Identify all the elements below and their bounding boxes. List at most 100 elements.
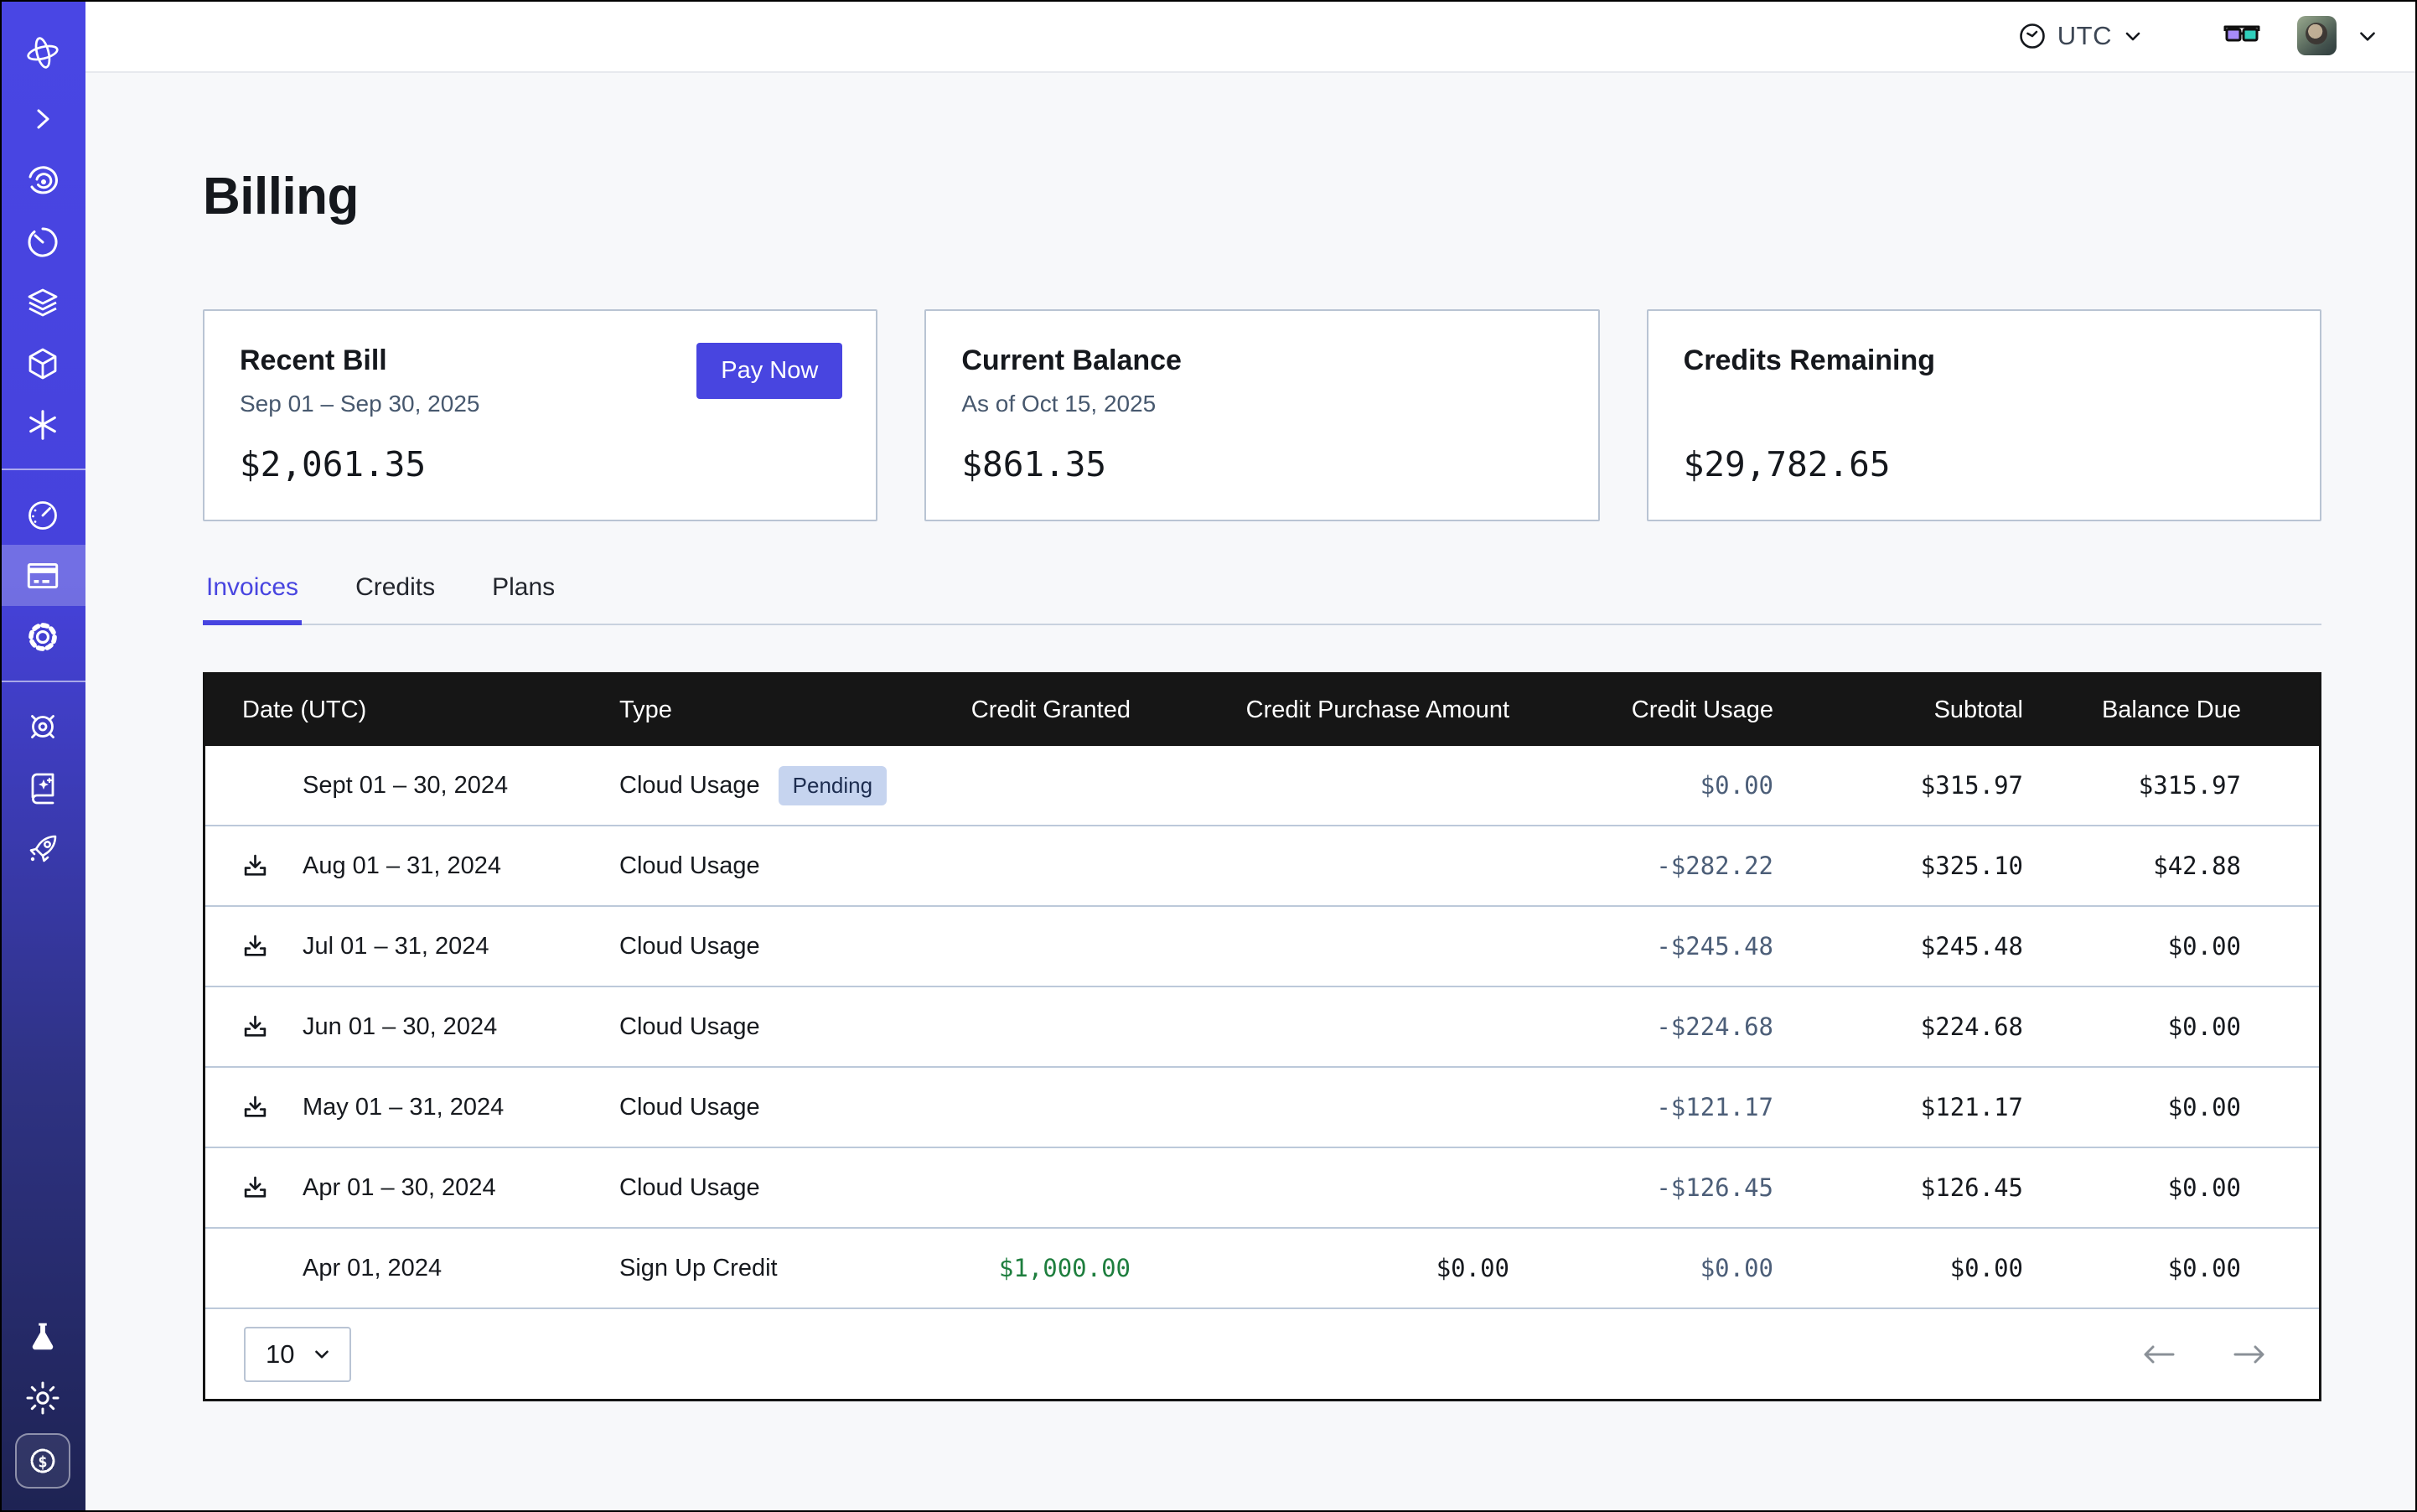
invoice-date-cell: Aug 01 – 31, 2024 <box>242 852 619 880</box>
spiral-eye-icon <box>28 165 58 194</box>
billing-card-icon <box>27 562 59 588</box>
invoice-date-cell: Jun 01 – 30, 2024 <box>242 1013 619 1041</box>
gauge-icon <box>28 500 57 530</box>
invoice-type: Cloud Usage <box>619 852 760 879</box>
pay-now-button[interactable]: Pay Now <box>696 343 843 399</box>
invoice-type: Cloud Usage <box>619 932 760 960</box>
col-type: Type <box>619 696 672 723</box>
user-menu[interactable] <box>2297 16 2378 55</box>
balance-due-value: $0.00 <box>2167 1254 2241 1282</box>
sidebar: $ <box>0 0 85 1512</box>
subtotal-value: $245.48 <box>1920 932 2023 961</box>
recent-bill-card: Recent Bill Sep 01 – Sep 30, 2025 $2,061… <box>203 309 878 521</box>
page-title: Billing <box>203 168 359 225</box>
invoice-rows: Sept 01 – 30, 2024 Cloud Usage Pending $… <box>205 746 2319 1309</box>
cube-icon <box>28 348 57 379</box>
arrow-left-icon <box>2144 1345 2175 1363</box>
previous-page-button[interactable] <box>2141 1342 2176 1367</box>
invoice-row: Apr 01 – 30, 2024 Cloud Usage -$126.45 $… <box>205 1148 2319 1229</box>
page-size-select[interactable]: 10 <box>244 1326 352 1382</box>
timezone-selector[interactable]: UTC <box>2018 21 2143 51</box>
col-credit-granted: Credit Granted <box>970 696 1131 723</box>
invoice-type-cell: Cloud Usage Pending <box>619 765 931 805</box>
invoice-date-cell: May 01 – 31, 2024 <box>242 1094 619 1121</box>
sidebar-item-namespaces[interactable] <box>0 394 85 455</box>
invoice-date-cell: Sept 01 – 30, 2024 <box>242 772 619 800</box>
asterisk-icon <box>29 409 56 440</box>
3d-glasses-icon <box>2223 25 2260 41</box>
docs-book-icon <box>31 773 54 804</box>
credits-remaining-amount: $29,782.65 <box>1683 444 1891 484</box>
credit-usage-value: $0.00 <box>1700 771 1773 800</box>
tab-credits[interactable]: Credits <box>352 573 438 624</box>
download-invoice-icon[interactable] <box>242 1095 268 1121</box>
sidebar-item-docs[interactable] <box>0 757 85 818</box>
sidebar-item-labs[interactable] <box>0 1306 85 1367</box>
sidebar-item-theme[interactable] <box>0 1367 85 1428</box>
user-avatar <box>2297 16 2337 55</box>
sidebar-item-insights[interactable] <box>0 149 85 210</box>
app-logo[interactable] <box>0 22 85 83</box>
invoice-type: Sign Up Credit <box>619 1254 778 1282</box>
download-slot <box>242 1175 303 1201</box>
gear-icon <box>28 622 57 651</box>
tab-plans[interactable]: Plans <box>489 573 558 624</box>
arrow-right-icon <box>2233 1345 2264 1363</box>
invoice-date: Aug 01 – 31, 2024 <box>303 852 502 879</box>
subtotal-value: $315.97 <box>1920 771 2023 800</box>
recent-bill-amount: $2,061.35 <box>240 444 427 484</box>
next-page-button[interactable] <box>2232 1342 2267 1367</box>
table-footer: 10 <box>205 1309 2319 1399</box>
right-pane: UTC Billing <box>85 0 2417 1512</box>
sidebar-divider <box>0 681 85 682</box>
table-header: Date (UTC) Type Credit Granted Credit Pu… <box>205 675 2319 746</box>
sidebar-item-settings[interactable] <box>0 606 85 667</box>
subtotal-value: $0.00 <box>1949 1254 2023 1282</box>
col-credit-purchase: Credit Purchase Amount <box>1245 696 1509 723</box>
sidebar-item-getting-started[interactable] <box>0 818 85 879</box>
tab-invoices[interactable]: Invoices <box>203 573 303 625</box>
balance-as-of: As of Oct 15, 2025 <box>961 391 1157 417</box>
credit-usage-value: -$126.45 <box>1656 1173 1773 1202</box>
invoice-date: Jun 01 – 30, 2024 <box>303 1012 498 1040</box>
download-invoice-icon[interactable] <box>242 853 268 879</box>
invoice-date-cell: Apr 01 – 30, 2024 <box>242 1174 619 1202</box>
timer-icon <box>28 227 58 256</box>
download-invoice-icon[interactable] <box>242 934 268 960</box>
invoice-row: May 01 – 31, 2024 Cloud Usage -$121.17 $… <box>205 1068 2319 1148</box>
col-date: Date (UTC) <box>242 696 367 723</box>
view-mode-button[interactable] <box>2223 23 2260 49</box>
invoice-type-cell: Sign Up Credit <box>619 1255 931 1282</box>
sidebar-item-expand[interactable] <box>0 88 85 149</box>
download-invoice-icon[interactable] <box>242 1175 268 1201</box>
sidebar-item-billing[interactable] <box>0 545 85 606</box>
chevron-down-icon <box>2125 32 2140 40</box>
chevron-down-icon <box>2360 31 2375 41</box>
invoice-type-cell: Cloud Usage <box>619 1174 931 1202</box>
sidebar-item-support[interactable] <box>0 696 85 757</box>
sidebar-item-credits[interactable]: $ <box>15 1433 70 1489</box>
invoice-row: Jun 01 – 30, 2024 Cloud Usage -$224.68 $… <box>205 987 2319 1068</box>
credit-usage-value: -$245.48 <box>1656 932 1773 961</box>
sidebar-item-usage[interactable] <box>0 484 85 545</box>
sun-icon <box>26 1381 60 1414</box>
download-slot <box>242 1095 303 1121</box>
sidebar-item-schedules[interactable] <box>0 210 85 272</box>
card-title: Credits Remaining <box>1683 344 1936 376</box>
invoice-row: Jul 01 – 31, 2024 Cloud Usage -$245.48 $… <box>205 907 2319 987</box>
sidebar-item-deployments[interactable] <box>0 333 85 394</box>
status-badge: Pending <box>778 765 888 805</box>
invoice-type-cell: Cloud Usage <box>619 1094 931 1121</box>
credits-remaining-card: Credits Remaining $29,782.65 <box>1646 309 2321 521</box>
invoice-date: Sept 01 – 30, 2024 <box>303 771 509 799</box>
download-slot <box>242 934 303 960</box>
pagination-controls <box>2141 1342 2267 1367</box>
download-slot <box>242 1014 303 1040</box>
dollar-badge-icon: $ <box>30 1448 55 1473</box>
clock-icon <box>2019 23 2045 49</box>
download-slot <box>242 853 303 879</box>
col-balance-due: Balance Due <box>2101 696 2241 723</box>
sidebar-item-stacks[interactable] <box>0 272 85 333</box>
download-invoice-icon[interactable] <box>242 1014 268 1040</box>
